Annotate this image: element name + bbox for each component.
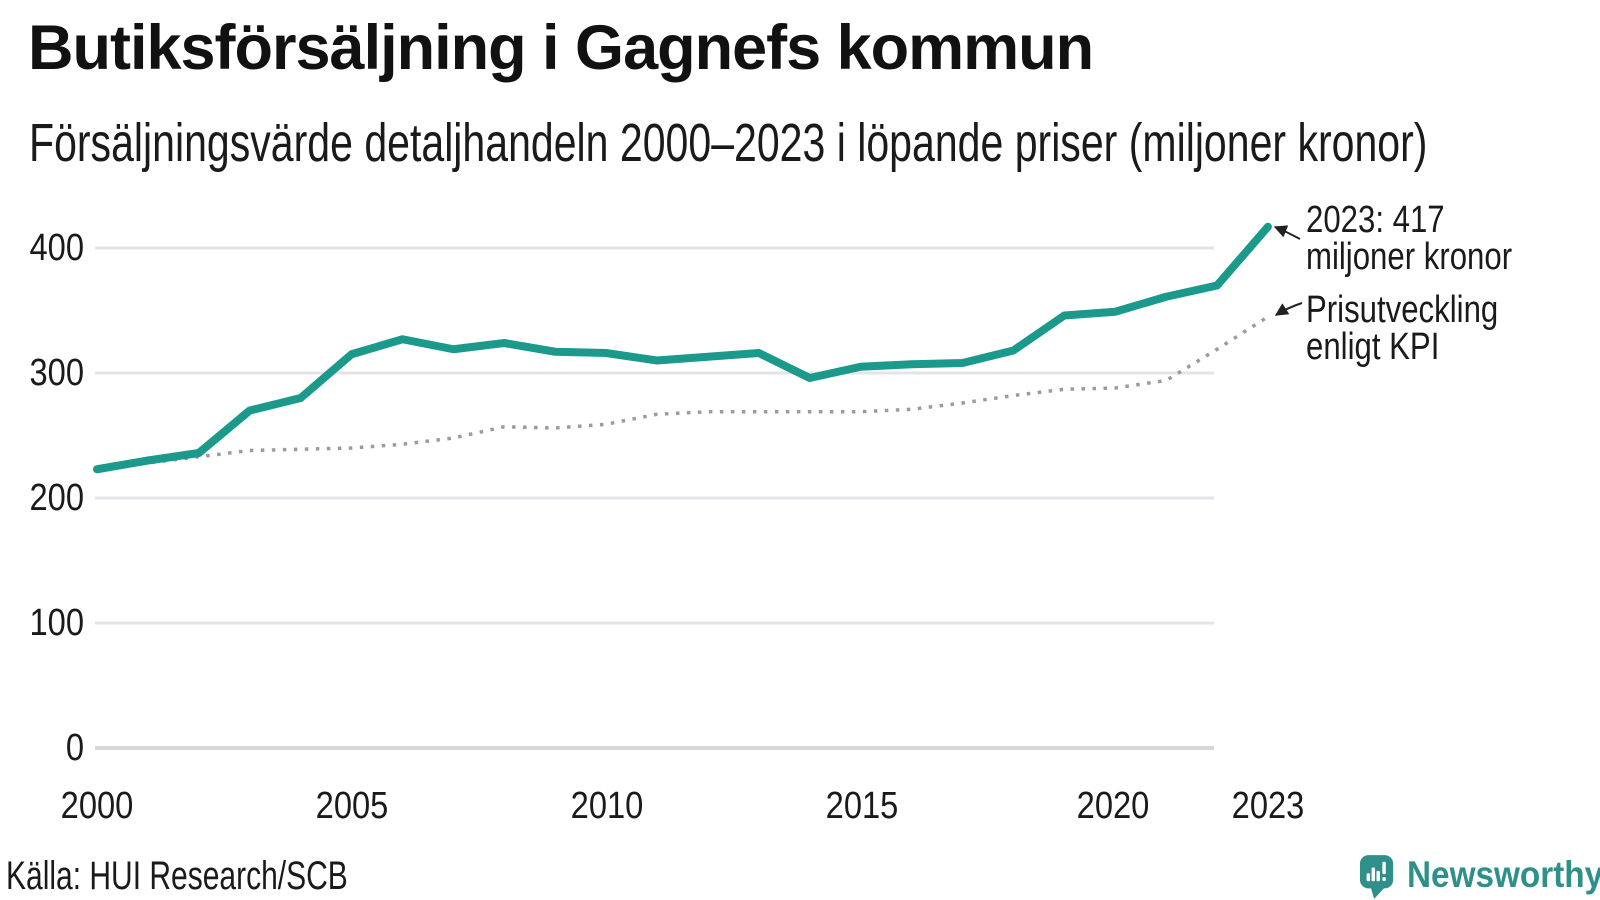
annotation-arrow-kpi bbox=[1274, 302, 1303, 316]
x-axis-tick-label: 2015 bbox=[825, 785, 899, 827]
annotation-line: enligt KPI bbox=[1306, 326, 1440, 368]
y-axis-tick-label: 400 bbox=[29, 227, 84, 269]
annotation-arrow-sales bbox=[1273, 225, 1301, 240]
x-axis-tick-label: 2023 bbox=[1231, 785, 1305, 827]
chart-subtitle: Försäljningsvärde detaljhandeln 2000–202… bbox=[29, 113, 1428, 173]
source-caption: Källa: HUI Research/SCB bbox=[6, 854, 348, 898]
chart-title: Butiksförsäljning i Gagnefs kommun bbox=[28, 13, 1094, 83]
annotation-line: 2023: 417 bbox=[1306, 199, 1445, 241]
y-axis-tick-label: 100 bbox=[29, 602, 84, 644]
sales-line bbox=[93, 222, 1272, 474]
x-axis-tick-label: 2000 bbox=[60, 785, 134, 827]
annotation-line: miljoner kronor bbox=[1306, 236, 1513, 278]
x-axis-tick-label: 2005 bbox=[315, 785, 389, 827]
annotation-sales-2023: 2023: 417 miljoner kronor bbox=[1306, 199, 1513, 278]
y-axis-tick-label: 0 bbox=[65, 727, 84, 769]
newsworthy-logo-icon bbox=[1359, 855, 1394, 899]
newsworthy-logo-text: Newsworthy bbox=[1407, 854, 1600, 895]
annotation-kpi: Prisutveckling enligt KPI bbox=[1306, 289, 1499, 368]
y-axis-tick-label: 300 bbox=[29, 352, 84, 394]
annotation-line: Prisutveckling bbox=[1306, 289, 1499, 331]
y-axis-tick-label: 200 bbox=[29, 477, 84, 519]
x-axis-tick-label: 2020 bbox=[1076, 785, 1150, 827]
kpi-line bbox=[96, 315, 1269, 471]
x-axis-tick-label: 2010 bbox=[570, 785, 644, 827]
